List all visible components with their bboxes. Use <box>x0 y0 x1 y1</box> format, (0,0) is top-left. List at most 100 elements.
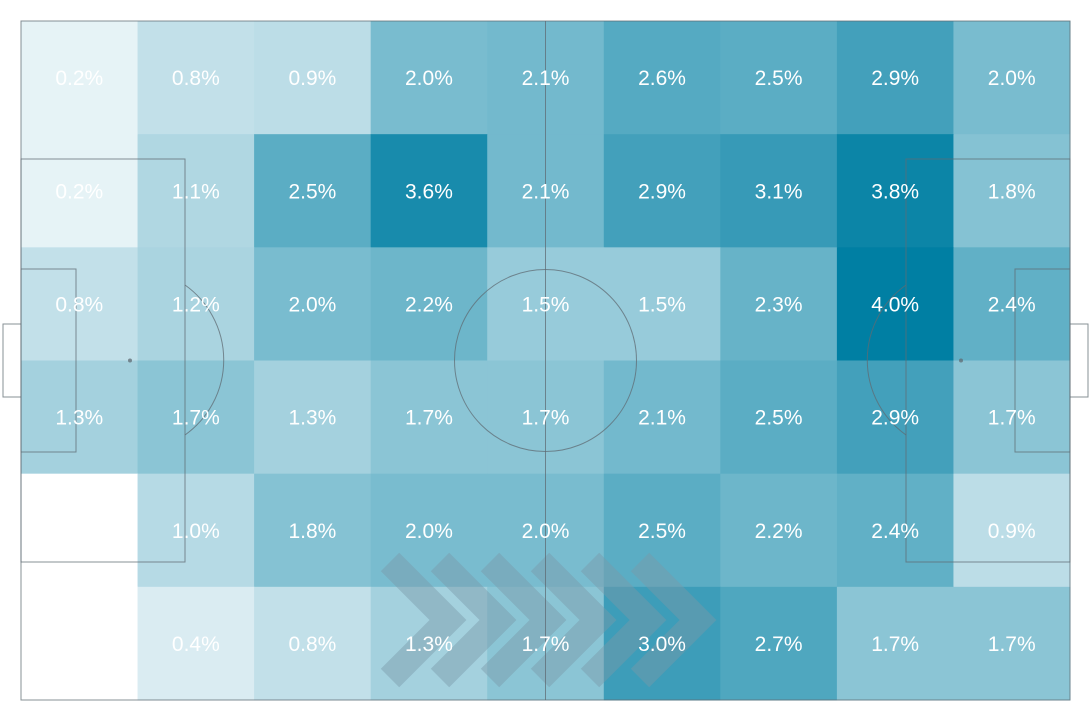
heatmap-label-r0-c5: 2.6% <box>638 67 686 90</box>
heatmap-label-r5-c1: 0.4% <box>172 633 220 656</box>
heatmap-label-r5-c4: 1.7% <box>522 633 570 656</box>
left-penalty-spot <box>128 358 132 363</box>
heatmap-cell-r4-c0 <box>21 473 139 588</box>
right-penalty-arc <box>866 284 907 436</box>
attack-direction-arrows <box>380 552 717 688</box>
heatmap-label-r3-c1: 1.7% <box>172 407 220 430</box>
heatmap-label-r4-c3: 2.0% <box>405 520 453 543</box>
heatmap-cell-r5-c2 <box>254 586 372 701</box>
heatmap-label-r0-c2: 0.9% <box>288 67 336 90</box>
heatmap-label-r1-c7: 3.8% <box>871 180 919 203</box>
heatmap-label-r2-c0: 0.8% <box>55 293 103 316</box>
heatmap-label-r1-c2: 2.5% <box>288 180 336 203</box>
heatmap-cell-r1-c3 <box>370 134 488 248</box>
heatmap-label-r2-c2: 2.0% <box>288 293 336 316</box>
heatmap-cell-r2-c6 <box>720 247 838 361</box>
heatmap-cell-r4-c2 <box>254 473 372 588</box>
right-penalty-spot <box>959 358 963 363</box>
heatmap-cell-r2-c3 <box>370 247 488 361</box>
heatmap-cell-r1-c2 <box>254 134 372 248</box>
heatmap-label-r1-c0: 0.2% <box>55 180 103 203</box>
heatmap-cell-r5-c0 <box>21 586 139 701</box>
heatmap-cell-r4-c3 <box>370 473 488 588</box>
heatmap-cell-r5-c1 <box>137 586 255 701</box>
heatmap-label-r0-c0: 0.2% <box>55 67 103 90</box>
heatmap-cell-r4-c7 <box>836 473 954 588</box>
heatmap-label-r3-c4: 1.7% <box>522 407 570 430</box>
heatmap-label-r2-c3: 2.2% <box>405 293 453 316</box>
heatmap-cell-r0-c5 <box>603 21 721 135</box>
heatmap-label-r1-c8: 1.8% <box>988 180 1036 203</box>
heatmap-cell-r1-c6 <box>720 134 838 248</box>
heatmap-cell-r1-c8 <box>953 134 1071 248</box>
heatmap-labels: 0.2% 0.8% 0.9% 2.0% 2.1% 2.6% 2.5% 2.9% 2.0% 0.2%… <box>55 67 1035 656</box>
heatmap-cell-r3-c2 <box>254 360 372 475</box>
heatmap-label-r5-c8: 1.7% <box>988 633 1036 656</box>
heatmap-cell-r3-c3 <box>370 360 488 475</box>
heatmap-label-r3-c6: 2.5% <box>755 407 803 430</box>
heatmap-label-r4-c1: 1.0% <box>172 520 220 543</box>
heatmap-cell-r2-c7 <box>836 247 954 361</box>
heatmap-cell-r5-c5 <box>603 586 721 701</box>
heatmap-label-r5-c6: 2.7% <box>755 633 803 656</box>
pitch-markings <box>2 20 1089 701</box>
heatmap-label-r3-c0: 1.3% <box>55 407 103 430</box>
heatmap-label-r1-c3: 3.6% <box>405 180 453 203</box>
heatmap-cell-r5-c8 <box>953 586 1071 701</box>
heatmap-label-r2-c1: 1.2% <box>172 293 220 316</box>
heatmap-cell-r3-c5 <box>603 360 721 475</box>
left-goal <box>2 323 22 398</box>
heatmap-label-r0-c3: 2.0% <box>405 67 453 90</box>
heatmap-label-r2-c8: 2.4% <box>988 293 1036 316</box>
left-penalty-arc <box>184 284 225 436</box>
heatmap-label-r2-c4: 1.5% <box>522 293 570 316</box>
heatmap-label-r1-c6: 3.1% <box>755 180 803 203</box>
heatmap-cell-r1-c7 <box>836 134 954 248</box>
heatmap-cell-r0-c0 <box>21 21 139 135</box>
heatmap-cell-r2-c5 <box>603 247 721 361</box>
heatmap-cell-r5-c6 <box>720 586 838 701</box>
heatmap-cell-r3-c0 <box>21 360 139 475</box>
heatmap-cell-r3-c8 <box>953 360 1071 475</box>
heatmap-label-r2-c5: 1.5% <box>638 293 686 316</box>
heatmap-cell-r4-c5 <box>603 473 721 588</box>
heatmap-cell-r4-c8 <box>953 473 1071 588</box>
right-goal <box>1069 323 1089 398</box>
heatmap-label-r0-c4: 2.1% <box>522 67 570 90</box>
heatmap-label-r0-c8: 2.0% <box>988 67 1036 90</box>
heatmap-label-r1-c1: 1.1% <box>172 180 220 203</box>
heatmap-label-r3-c7: 2.9% <box>871 407 919 430</box>
heatmap-label-r4-c4: 2.0% <box>522 520 570 543</box>
heatmap-cell-r1-c5 <box>603 134 721 248</box>
heatmap-label-r3-c2: 1.3% <box>288 407 336 430</box>
heatmap-label-r3-c8: 1.7% <box>988 407 1036 430</box>
heatmap-label-r4-c2: 1.8% <box>288 520 336 543</box>
heatmap-label-r4-c8: 0.9% <box>988 520 1036 543</box>
attack-direction-chevron <box>580 552 667 688</box>
heatmap-cell-r0-c6 <box>720 21 838 135</box>
heatmap-label-r4-c7: 2.4% <box>871 520 919 543</box>
heatmap-label-r5-c7: 1.7% <box>871 633 919 656</box>
heatmap-cell-r2-c2 <box>254 247 372 361</box>
heatmap-label-r3-c5: 2.1% <box>638 407 686 430</box>
heatmap-label-r5-c3: 1.3% <box>405 633 453 656</box>
heatmap-cell-r3-c7 <box>836 360 954 475</box>
heatmap-cell-r5-c3 <box>370 586 488 701</box>
heatmap-cell-r5-c7 <box>836 586 954 701</box>
heatmap-cell-r2-c0 <box>21 247 139 361</box>
heatmap-label-r1-c4: 2.1% <box>522 180 570 203</box>
centre-circle <box>454 269 637 452</box>
heatmap-label-r5-c2: 0.8% <box>288 633 336 656</box>
heatmap-cell-r0-c8 <box>953 21 1071 135</box>
heatmap-label-r2-c7: 4.0% <box>871 293 919 316</box>
heatmap-cell-r0-c7 <box>836 21 954 135</box>
heatmap-label-r3-c3: 1.7% <box>405 407 453 430</box>
attack-direction-chevron <box>530 552 617 688</box>
heatmap-cell-r0-c1 <box>137 21 255 135</box>
heatmap-cell-r3-c6 <box>720 360 838 475</box>
heatmap-cell-r0-c2 <box>254 21 372 135</box>
attack-direction-chevron <box>480 552 567 688</box>
heatmap-cell-r4-c1 <box>137 473 255 588</box>
